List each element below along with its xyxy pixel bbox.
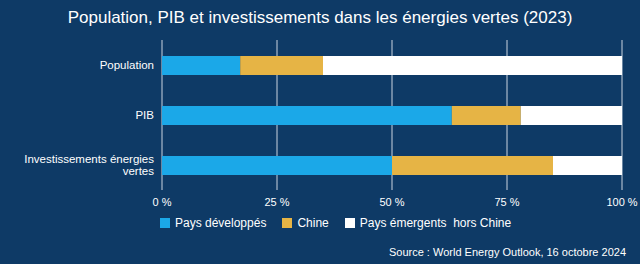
svg-text:25 %: 25 % [264, 196, 289, 208]
html-text:Pays émergents hors Chine: Pays émergents hors Chine [359, 216, 512, 230]
svg-text:75 %: 75 % [494, 196, 519, 208]
svg-text:50 %: 50 % [379, 196, 404, 208]
svg-text:PIB: PIB [135, 109, 154, 121]
html-text:Pays développés: Pays développés [175, 216, 267, 230]
html-text:Source : World Energy Outlook,: Source : World Energy Outlook, 16 octobr… [389, 246, 626, 258]
html-text:Population, PIB et investissem: Population, PIB et investissements dans … [67, 8, 573, 27]
svg-text:Population: Population [100, 59, 154, 71]
svg-text:100 %: 100 % [606, 196, 637, 208]
svg-text:Investissements énergiesvertes: Investissements énergiesvertes [24, 153, 154, 177]
html-text:Chine: Chine [297, 216, 329, 230]
svg-text:0 %: 0 % [153, 196, 172, 208]
